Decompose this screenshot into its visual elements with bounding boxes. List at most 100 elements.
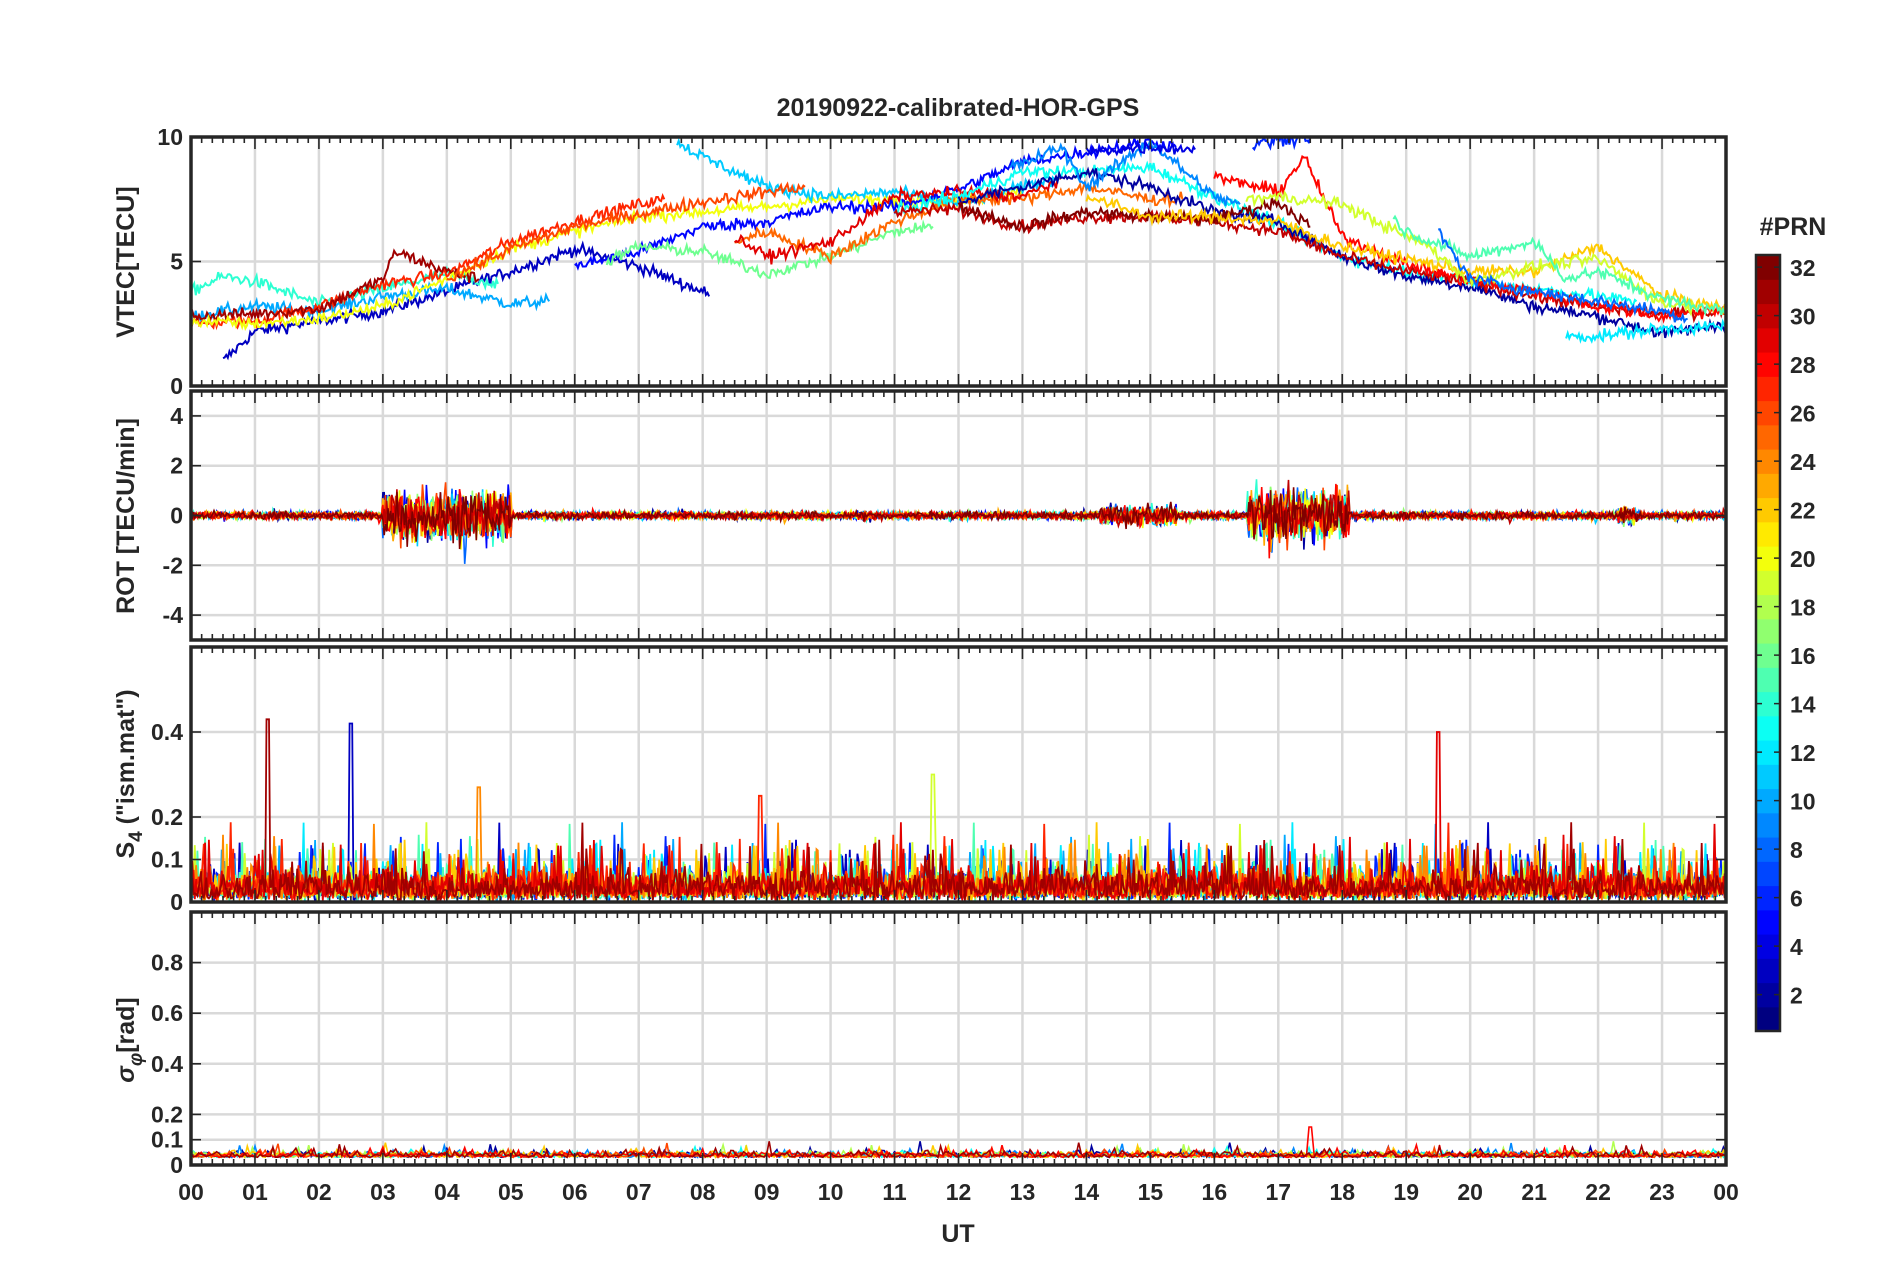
vtec-series-prn-15 [1392,214,1726,317]
y-tick-label: 2 [170,453,183,479]
colorbar-tick-label: 10 [1790,789,1816,815]
panel-sigma-phi: 00.10.2 0.4 0.6 0.8 σφ[rad] [112,910,1728,1178]
colorbar-tick-label: 28 [1790,352,1816,378]
colorbar-tick-label: 4 [1790,934,1803,960]
axes-box [189,389,1728,642]
vtec-series-prn-31 [191,248,480,324]
vtec-series-prn-27 [191,192,666,331]
colorbar-tick-label: 2 [1790,983,1803,1009]
colorbar-tick-label: 20 [1790,546,1816,572]
rot-frame [189,389,1728,642]
sigma-ylabel-main: σ [112,1065,140,1083]
x-tick-label: 02 [306,1179,332,1205]
vtec-series-prn-22 [1085,193,1726,316]
x-axis-label: UT [941,1220,974,1248]
y-tick-label: 0.2 [151,1101,183,1127]
panel-s4: 0 0.1 0.2 0.4 S4 ("ism.mat") [112,645,1728,915]
y-tick-label: 0 [170,889,183,915]
colorbar-cell [1756,521,1780,547]
x-tick-label: 07 [626,1179,652,1205]
vtec-series-prn-3 [222,240,711,361]
vtec-series-prn-8 [1438,228,1688,324]
colorbar-cells [1756,255,1780,1032]
y-tick-label: 10 [157,124,183,150]
colorbar-tick-label: 26 [1790,401,1816,427]
x-tick-label: 15 [1138,1179,1164,1205]
chart-title: 20190922-calibrated-HOR-GPS [777,94,1140,122]
vtec-frame [189,135,1728,388]
y-tick-label: -2 [163,552,183,578]
vtec-series [191,137,1726,361]
sigma-yticks: 00.10.2 0.4 0.6 0.8 [151,950,183,1178]
x-tick-label: 14 [1074,1179,1100,1205]
colorbar-title: #PRN [1760,213,1827,241]
x-tick-label: 22 [1585,1179,1611,1205]
colorbar-cell [1756,424,1780,450]
colorbar-cell [1756,909,1780,935]
colorbar-cell [1756,570,1780,596]
y-tick-label: 0.4 [151,719,183,745]
sigma-ylabel: σφ[rad] [112,997,147,1083]
x-tick-label: 20 [1457,1179,1483,1205]
colorbar-cell [1756,376,1780,402]
y-tick-label: 0 [170,1152,183,1178]
x-tick-label: 09 [754,1179,780,1205]
y-tick-label: 5 [170,249,183,275]
colorbar-cell [1756,861,1780,887]
axes-box [189,645,1728,904]
s4-yticks: 0 0.1 0.2 0.4 [151,719,183,915]
x-tick-label: 16 [1202,1179,1228,1205]
rot-yticks: -4 -2 0 2 4 [163,403,184,628]
y-tick-label: 0.8 [151,950,183,976]
colorbar-tick-label: 24 [1790,449,1816,475]
colorbar-cell [1756,812,1780,838]
axes-box [189,135,1728,388]
axes-box [189,910,1728,1167]
x-tick-label: 19 [1393,1179,1419,1205]
x-tick-labels: 00 01 02 03 04 05 06 07 08 09 10 11 12 13 14 15 16 17 18 19… [178,1179,1739,1205]
colorbar-cell [1756,764,1780,790]
colorbar-cell [1756,279,1780,305]
colorbar-tick-label: 18 [1790,595,1816,621]
colorbar-tick-label: 16 [1790,643,1816,669]
sigma-frame [189,910,1728,1167]
colorbar-cell [1756,958,1780,984]
x-tick-label: 04 [434,1179,460,1205]
x-tick-label: 13 [1010,1179,1036,1205]
colorbar-cell [1756,1006,1780,1032]
s4-ylabel-main: S [112,842,140,859]
x-tick-label: 21 [1521,1179,1547,1205]
colorbar-cell [1756,327,1780,353]
vtec-series-prn-6 [1251,137,1312,152]
y-tick-label: -4 [163,602,184,628]
colorbar-frame [1754,253,1782,1033]
s4-ylabel-sub: 4 [126,831,147,842]
colorbar-tick-label: 30 [1790,304,1816,330]
s4-ylabel: S4 ("ism.mat") [112,689,147,858]
y-tick-label: 0 [170,373,183,399]
y-tick-label: 0.4 [151,1051,183,1077]
x-tick-label: 00 [1713,1179,1739,1205]
sigma-ylabel-rest: [rad] [112,997,140,1053]
sigma-ylabel-sub: φ [126,1053,147,1066]
colorbar-cell [1756,715,1780,741]
x-tick-label: 12 [946,1179,972,1205]
vtec-series-prn-11 [676,137,1062,212]
x-tick-label: 17 [1265,1179,1291,1205]
x-tick-label: 03 [370,1179,396,1205]
s4-ylabel-rest: ("ism.mat") [112,689,140,831]
x-tick-label: 18 [1329,1179,1355,1205]
vtec-series-prn-4 [1085,139,1196,157]
vtec-series-prn-16 [605,219,934,280]
colorbar-tick-label: 22 [1790,498,1816,524]
y-tick-label: 0.6 [151,1000,183,1026]
colorbar-tick-label: 6 [1790,886,1803,912]
panel-rot: -4 -2 0 2 4 ROT [TECU/min] [112,389,1728,642]
colorbar-tick-label: 32 [1790,255,1816,281]
vtec-series-prn-26 [446,181,806,282]
colorbar-cell [1756,618,1780,644]
x-tick-label: 11 [882,1179,907,1205]
